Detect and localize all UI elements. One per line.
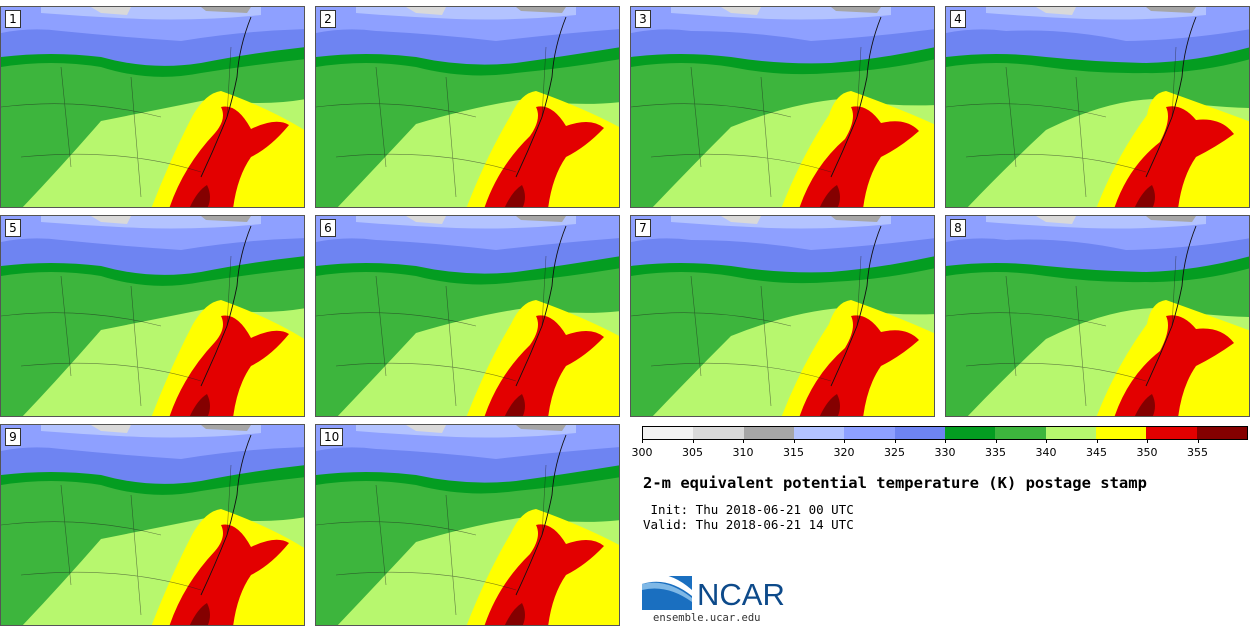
colorbar-tick-label: 315 bbox=[783, 446, 804, 459]
colorbar-tick-label: 350 bbox=[1136, 446, 1158, 459]
init-time: Init: Thu 2018-06-21 00 UTC bbox=[643, 502, 854, 517]
figure-title: 2-m equivalent potential temperature (K)… bbox=[643, 474, 1147, 492]
valid-time: Valid: Thu 2018-06-21 14 UTC bbox=[643, 517, 854, 532]
colorbar-tick bbox=[793, 439, 795, 443]
member-label: 7 bbox=[635, 219, 651, 237]
colorbar-swatch bbox=[894, 427, 945, 439]
map-field bbox=[1, 7, 304, 207]
colorbar-tick-label: 330 bbox=[934, 446, 956, 459]
colorbar-tick-label: 355 bbox=[1187, 446, 1208, 459]
map-field bbox=[1, 425, 304, 625]
map-field bbox=[631, 216, 934, 416]
stamp-panel-6: 6 bbox=[315, 215, 620, 417]
colorbar-swatch bbox=[944, 427, 996, 439]
colorbar-tick bbox=[945, 439, 946, 443]
website-url: ensemble.ucar.edu bbox=[653, 612, 761, 624]
colorbar-tick bbox=[995, 439, 997, 443]
member-label: 3 bbox=[635, 10, 651, 28]
colorbar-swatch bbox=[793, 427, 845, 439]
colorbar-tick-label: 335 bbox=[985, 446, 1006, 459]
map-field bbox=[316, 425, 619, 625]
stamp-panel-7: 7 bbox=[630, 215, 935, 417]
member-label: 9 bbox=[5, 428, 21, 446]
colorbar-swatch bbox=[743, 427, 794, 439]
colorbar-swatch bbox=[995, 427, 1046, 439]
stamp-panel-8: 8 bbox=[945, 215, 1250, 417]
colorbar-tick bbox=[1096, 439, 1098, 443]
stamp-panel-1: 1 bbox=[0, 6, 305, 208]
map-field bbox=[946, 7, 1249, 207]
colorbar-tick bbox=[1197, 439, 1199, 443]
colorbar-swatch bbox=[1095, 427, 1147, 439]
colorbar-tick-label: 310 bbox=[732, 446, 754, 459]
member-label: 8 bbox=[950, 219, 966, 237]
colorbar-swatch bbox=[844, 427, 895, 439]
map-field bbox=[946, 216, 1249, 416]
colorbar-tick bbox=[692, 439, 694, 443]
map-field bbox=[1, 216, 304, 416]
map-field bbox=[316, 216, 619, 416]
member-label: 10 bbox=[320, 428, 344, 446]
colorbar-tick bbox=[844, 439, 845, 443]
stamp-panel-4: 4 bbox=[945, 6, 1250, 208]
map-field bbox=[631, 7, 934, 207]
stamp-panel-2: 2 bbox=[315, 6, 620, 208]
colorbar-tick bbox=[743, 439, 744, 443]
colorbar-swatch bbox=[1196, 427, 1247, 439]
stamp-panel-5: 5 bbox=[0, 215, 305, 417]
colorbar-swatch bbox=[693, 427, 744, 439]
member-label: 6 bbox=[320, 219, 336, 237]
colorbar-swatch bbox=[1045, 427, 1096, 439]
colorbar-tick bbox=[1046, 439, 1047, 443]
colorbar-swatch bbox=[1146, 427, 1197, 439]
member-label: 5 bbox=[5, 219, 21, 237]
ncar-wordmark: NCAR bbox=[697, 577, 785, 612]
colorbar-tick-label: 300 bbox=[631, 446, 653, 459]
stamp-panel-3: 3 bbox=[630, 6, 935, 208]
colorbar bbox=[642, 426, 1248, 440]
colorbar-tick bbox=[642, 439, 643, 443]
colorbar-tick bbox=[1147, 439, 1148, 443]
colorbar-tick-label: 340 bbox=[1035, 446, 1057, 459]
colorbar-tick-label: 325 bbox=[884, 446, 905, 459]
stamp-panel-10: 10 bbox=[315, 424, 620, 626]
ncar-logo bbox=[642, 573, 692, 610]
member-label: 1 bbox=[5, 10, 21, 28]
colorbar-tick-label: 345 bbox=[1086, 446, 1107, 459]
stamp-panel-9: 9 bbox=[0, 424, 305, 626]
map-field bbox=[316, 7, 619, 207]
colorbar-tick-label: 305 bbox=[682, 446, 703, 459]
member-label: 2 bbox=[320, 10, 336, 28]
colorbar-tick bbox=[894, 439, 896, 443]
colorbar-swatch bbox=[643, 427, 694, 439]
colorbar-tick-label: 320 bbox=[833, 446, 855, 459]
member-label: 4 bbox=[950, 10, 966, 28]
